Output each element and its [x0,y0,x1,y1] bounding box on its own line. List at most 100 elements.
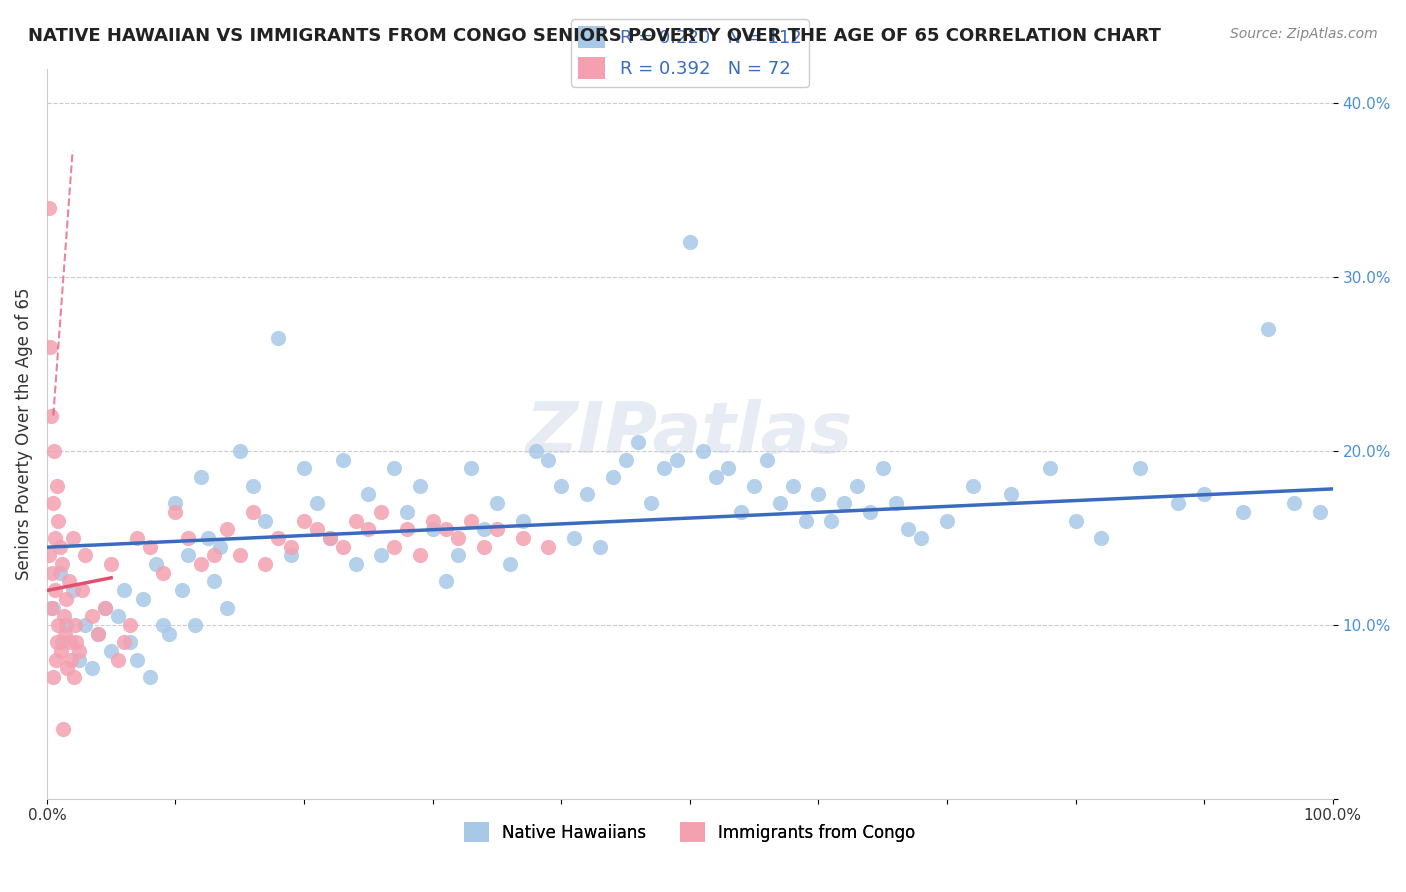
Native Hawaiians [859,505,882,519]
Native Hawaiians [409,479,432,493]
Native Hawaiians [434,574,457,589]
Immigrants from Congo [460,514,482,528]
Native Hawaiians [80,661,103,675]
Native Hawaiians [537,452,560,467]
Native Hawaiians [370,549,392,563]
Immigrants from Congo [485,522,508,536]
Immigrants from Congo [46,635,69,649]
Native Hawaiians [692,444,714,458]
Native Hawaiians [51,635,73,649]
Native Hawaiians [524,444,547,458]
Immigrants from Congo [58,574,80,589]
Immigrants from Congo [242,505,264,519]
Native Hawaiians [75,618,97,632]
Native Hawaiians [897,522,920,536]
Immigrants from Congo [42,444,65,458]
Native Hawaiians [190,470,212,484]
Immigrants from Congo [422,514,444,528]
Immigrants from Congo [215,522,238,536]
Immigrants from Congo [62,531,84,545]
Native Hawaiians [170,583,193,598]
Immigrants from Congo [39,340,62,354]
Native Hawaiians [395,505,418,519]
Native Hawaiians [1192,487,1215,501]
Native Hawaiians [62,583,84,598]
Native Hawaiians [422,522,444,536]
Immigrants from Congo [63,618,86,632]
Native Hawaiians [152,618,174,632]
Native Hawaiians [184,618,207,632]
Native Hawaiians [884,496,907,510]
Immigrants from Congo [332,540,354,554]
Immigrants from Congo [38,549,60,563]
Immigrants from Congo [344,514,367,528]
Native Hawaiians [100,644,122,658]
Immigrants from Congo [395,522,418,536]
Native Hawaiians [145,557,167,571]
Native Hawaiians [357,487,380,501]
Immigrants from Congo [100,557,122,571]
Legend: Native Hawaiians, Immigrants from Congo: Native Hawaiians, Immigrants from Congo [457,815,922,849]
Native Hawaiians [717,461,740,475]
Immigrants from Congo [39,600,62,615]
Native Hawaiians [742,479,765,493]
Immigrants from Congo [70,583,93,598]
Native Hawaiians [67,653,90,667]
Native Hawaiians [769,496,792,510]
Native Hawaiians [157,626,180,640]
Immigrants from Congo [75,549,97,563]
Native Hawaiians [589,540,612,554]
Native Hawaiians [139,670,162,684]
Native Hawaiians [125,653,148,667]
Immigrants from Congo [53,626,76,640]
Immigrants from Congo [41,566,63,580]
Immigrants from Congo [447,531,470,545]
Text: Source: ZipAtlas.com: Source: ZipAtlas.com [1230,27,1378,41]
Immigrants from Congo [202,549,225,563]
Native Hawaiians [512,514,534,528]
Immigrants from Congo [305,522,328,536]
Native Hawaiians [319,531,342,545]
Native Hawaiians [197,531,219,545]
Native Hawaiians [1282,496,1305,510]
Immigrants from Congo [49,644,72,658]
Native Hawaiians [94,600,117,615]
Immigrants from Congo [357,522,380,536]
Immigrants from Congo [41,496,63,510]
Immigrants from Congo [229,549,252,563]
Native Hawaiians [332,452,354,467]
Native Hawaiians [665,452,688,467]
Native Hawaiians [679,235,702,250]
Immigrants from Congo [370,505,392,519]
Native Hawaiians [652,461,675,475]
Native Hawaiians [112,583,135,598]
Native Hawaiians [280,549,302,563]
Immigrants from Congo [52,609,75,624]
Immigrants from Congo [80,609,103,624]
Immigrants from Congo [65,635,87,649]
Native Hawaiians [807,487,830,501]
Immigrants from Congo [409,549,432,563]
Immigrants from Congo [60,653,83,667]
Native Hawaiians [460,461,482,475]
Native Hawaiians [1064,514,1087,528]
Immigrants from Congo [48,540,70,554]
Immigrants from Congo [434,522,457,536]
Immigrants from Congo [165,505,187,519]
Immigrants from Congo [38,201,60,215]
Native Hawaiians [640,496,662,510]
Immigrants from Congo [292,514,315,528]
Native Hawaiians [344,557,367,571]
Native Hawaiians [382,461,405,475]
Native Hawaiians [202,574,225,589]
Immigrants from Congo [472,540,495,554]
Native Hawaiians [242,479,264,493]
Native Hawaiians [962,479,984,493]
Native Hawaiians [485,496,508,510]
Native Hawaiians [756,452,779,467]
Native Hawaiians [832,496,855,510]
Native Hawaiians [846,479,869,493]
Native Hawaiians [1039,461,1062,475]
Native Hawaiians [165,496,187,510]
Immigrants from Congo [112,635,135,649]
